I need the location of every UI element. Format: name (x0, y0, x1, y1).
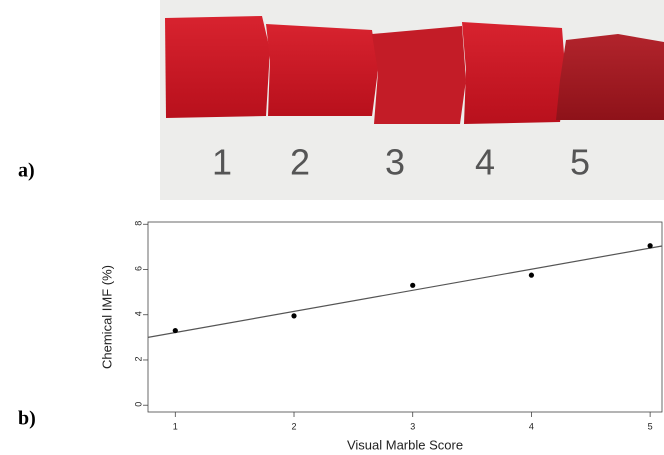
sample-label: 1 (212, 142, 232, 183)
y-tick-label: 4 (133, 311, 143, 316)
sample-label: 3 (385, 142, 405, 183)
y-tick-label: 8 (133, 221, 143, 226)
panel-label: b) (18, 408, 36, 430)
figure: 1 2 3 4 5 a) b) Chemical IMF (%) Visual … (0, 0, 664, 455)
sample (165, 16, 270, 118)
sample-label: 4 (475, 142, 495, 183)
sample-label: 5 (570, 142, 590, 183)
sample (266, 24, 378, 116)
y-tick-label: 6 (133, 266, 143, 271)
sample-label: 2 (290, 142, 310, 183)
point (410, 283, 415, 288)
x-tick-label: 3 (410, 421, 415, 431)
sample (462, 22, 566, 124)
point (648, 243, 653, 248)
y-tick-label: 2 (133, 356, 143, 361)
x-tick-label: 1 (173, 421, 178, 431)
point (529, 273, 534, 278)
x-tick-label: 4 (529, 421, 534, 431)
x-axis-label: Visual Marble Score (347, 437, 463, 452)
x-tick-label: 2 (292, 421, 297, 431)
x-tick-label: 5 (648, 421, 653, 431)
y-tick-label: 0 (133, 402, 143, 407)
fit-line (148, 246, 662, 337)
sample (372, 26, 466, 124)
point (291, 313, 296, 318)
point (173, 328, 178, 333)
plot-frame (148, 222, 662, 412)
sample (556, 34, 664, 120)
photo: 1 2 3 4 5 (160, 0, 664, 200)
y-axis-label: Chemical IMF (%) (99, 265, 114, 369)
panel-label: a) (18, 160, 35, 182)
